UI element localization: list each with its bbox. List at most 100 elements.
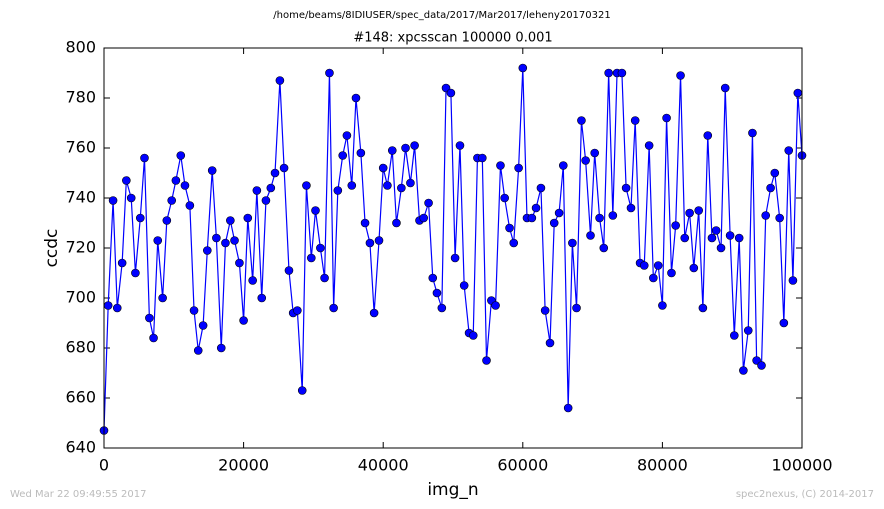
- x-tick-label: 80000: [637, 456, 688, 475]
- point-marker: [145, 313, 154, 323]
- point-marker: [581, 156, 590, 165]
- point-marker: [347, 181, 357, 190]
- point-marker: [500, 193, 509, 203]
- y-tick-label: 740: [65, 188, 96, 207]
- point-marker: [671, 221, 680, 230]
- point-marker: [536, 183, 546, 193]
- point-marker: [698, 303, 708, 313]
- footer-credit: spec2nexus, (C) 2014-2017: [736, 489, 874, 500]
- y-tick-label: 680: [65, 338, 96, 357]
- point-marker: [689, 263, 699, 273]
- point-marker: [554, 208, 564, 218]
- point-marker: [221, 238, 230, 248]
- point-marker: [226, 216, 235, 225]
- point-marker: [216, 343, 226, 353]
- point-marker: [621, 183, 631, 193]
- point-marker: [122, 176, 131, 185]
- x-tick-label: 60000: [497, 456, 548, 475]
- point-marker: [180, 181, 190, 190]
- point-marker: [302, 181, 311, 190]
- point-marker: [711, 226, 721, 235]
- point-marker: [455, 141, 465, 150]
- point-marker: [558, 161, 568, 170]
- point-marker: [563, 403, 573, 413]
- point-marker: [577, 116, 586, 125]
- point-marker: [482, 356, 491, 365]
- point-marker: [509, 238, 519, 248]
- point-marker: [630, 116, 640, 125]
- point-marker: [450, 253, 460, 263]
- point-marker: [243, 213, 253, 223]
- point-marker: [685, 208, 694, 218]
- point-marker: [235, 258, 244, 268]
- point-marker: [626, 203, 636, 213]
- point-marker: [505, 223, 514, 233]
- point-marker: [743, 326, 753, 335]
- point-marker: [112, 303, 122, 313]
- point-marker: [198, 321, 208, 330]
- point-marker: [275, 76, 285, 85]
- point-marker: [131, 268, 140, 278]
- point-marker: [775, 213, 784, 223]
- point-marker: [644, 141, 654, 150]
- point-marker: [527, 213, 537, 223]
- point-marker: [397, 183, 406, 193]
- point-marker: [293, 306, 302, 315]
- y-tick-label: 760: [65, 138, 96, 157]
- point-marker: [387, 146, 397, 155]
- point-marker: [729, 331, 739, 340]
- point-marker: [491, 301, 500, 310]
- point-marker: [653, 261, 663, 270]
- point-marker: [514, 163, 523, 173]
- point-marker: [311, 206, 320, 215]
- point-marker: [788, 276, 798, 285]
- point-marker: [212, 233, 221, 243]
- point-marker: [325, 68, 334, 78]
- point-marker: [189, 306, 199, 315]
- point-marker: [766, 183, 775, 193]
- point-marker: [153, 236, 163, 245]
- point-marker: [608, 211, 618, 220]
- point-marker: [694, 206, 703, 215]
- point-marker: [604, 68, 613, 78]
- suptitle: /home/beams/8IDIUSER/spec_data/2017/Mar2…: [273, 10, 610, 21]
- point-marker: [437, 303, 447, 313]
- point-marker: [770, 168, 780, 178]
- point-marker: [252, 186, 262, 195]
- point-marker: [167, 196, 177, 205]
- point-marker: [720, 83, 730, 93]
- point-marker: [117, 258, 127, 268]
- point-marker: [126, 193, 136, 203]
- point-marker: [203, 246, 212, 255]
- point-marker: [676, 71, 685, 80]
- point-marker: [279, 163, 289, 173]
- point-marker: [338, 151, 348, 160]
- point-marker: [297, 386, 307, 395]
- point-marker: [531, 203, 541, 213]
- point-marker: [748, 128, 757, 138]
- point-marker: [424, 198, 433, 208]
- y-tick-label: 720: [65, 238, 96, 257]
- point-marker: [496, 161, 505, 170]
- point-marker: [432, 288, 442, 298]
- point-marker: [193, 346, 203, 355]
- point-marker: [478, 153, 487, 163]
- point-marker: [316, 243, 325, 253]
- y-tick-label: 700: [65, 288, 96, 307]
- point-marker: [779, 318, 789, 328]
- x-tick-label: 20000: [218, 456, 269, 475]
- point-marker: [369, 308, 379, 318]
- point-marker: [410, 141, 419, 150]
- x-tick-label: 40000: [358, 456, 409, 475]
- point-marker: [428, 273, 438, 283]
- point-marker: [739, 366, 748, 375]
- y-tick-label: 800: [65, 38, 96, 57]
- footer-timestamp: Wed Mar 22 09:49:55 2017: [10, 489, 146, 500]
- point-marker: [716, 243, 726, 253]
- x-tick-label: 0: [99, 456, 109, 475]
- y-tick-label: 660: [65, 388, 96, 407]
- point-marker: [320, 273, 329, 283]
- point-marker: [171, 176, 181, 185]
- point-marker: [595, 213, 604, 223]
